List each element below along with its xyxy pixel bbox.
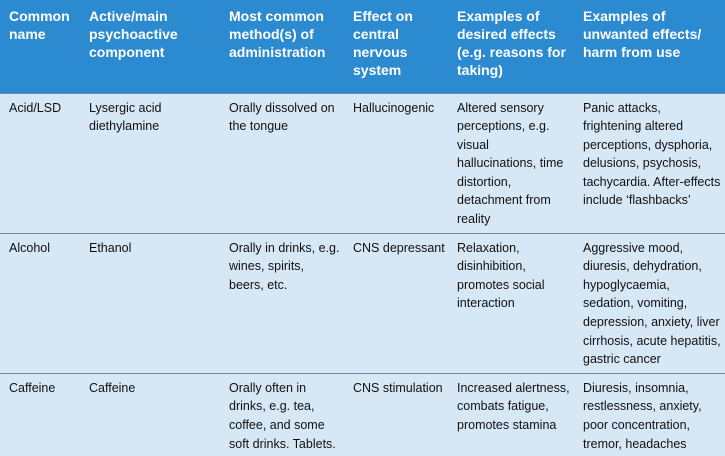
cell-desired-effects: Relaxation, disinhibition, promotes soci… (457, 240, 545, 311)
cell-active-component: Lysergic acid diethylamine (89, 100, 162, 134)
header-row: Common name Active/main psychoactive com… (0, 0, 725, 93)
table-row: Caffeine Caffeine Orally often in drinks… (0, 373, 725, 456)
cell-desired-effects: Altered sensory perceptions, e.g. visual… (457, 100, 564, 227)
header-active-component: Active/main psychoactive component (89, 8, 178, 60)
table-body: Acid/LSD Lysergic acid diethylamine Oral… (0, 93, 725, 456)
cell-cns-effect: CNS depressant (353, 240, 445, 255)
cell-administration-method: Orally in drinks, e.g. wines, spirits, b… (229, 240, 340, 292)
header-desired-effects: Examples of desired effects (e.g. reason… (457, 8, 566, 78)
cell-common-name: Caffeine (9, 380, 56, 395)
cell-desired-effects: Increased alertness, combats fatigue, pr… (457, 380, 570, 432)
table-row: Alcohol Ethanol Orally in drinks, e.g. w… (0, 233, 725, 374)
table-header: Common name Active/main psychoactive com… (0, 0, 725, 93)
header-administration-method: Most common method(s) of administration (229, 8, 326, 60)
table-row: Acid/LSD Lysergic acid diethylamine Oral… (0, 93, 725, 234)
cell-administration-method: Orally often in drinks, e.g. tea, coffee… (229, 380, 336, 451)
cell-unwanted-effects: Panic attacks, frightening altered perce… (583, 100, 721, 208)
cell-active-component: Caffeine (89, 380, 136, 395)
cell-common-name: Acid/LSD (9, 100, 62, 115)
header-cns-effect: Effect on central nervous system (353, 8, 413, 78)
cell-administration-method: Orally dissolved on the tongue (229, 100, 335, 134)
cell-unwanted-effects: Aggressive mood, diuresis, dehydration, … (583, 240, 721, 367)
cell-cns-effect: Hallucinogenic (353, 100, 435, 115)
header-common-name: Common name (9, 8, 70, 42)
cell-cns-effect: CNS stimulation (353, 380, 443, 395)
cell-unwanted-effects: Diuresis, insomnia, restlessness, anxiet… (583, 380, 702, 451)
header-unwanted-effects: Examples of unwanted effects/ harm from … (583, 8, 702, 60)
cell-common-name: Alcohol (9, 240, 50, 255)
cell-active-component: Ethanol (89, 240, 132, 255)
